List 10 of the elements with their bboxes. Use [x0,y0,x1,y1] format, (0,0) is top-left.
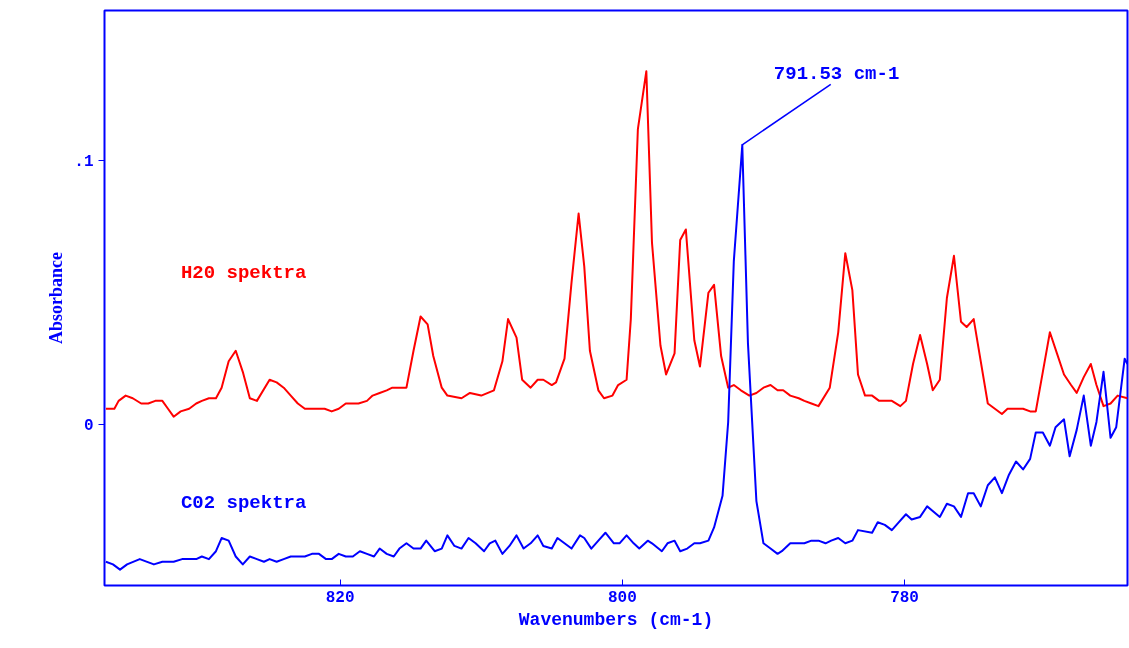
x-tick-label: 780 [890,588,919,607]
x-tick-label: 820 [325,588,355,607]
y-tick-label: 0 [83,417,94,436]
y-axis-title: Absorbance [46,251,67,344]
text: C02 spektra [180,491,307,514]
y-tick-label: .1 [74,153,94,172]
annotation: 791.53 cm-1 [773,63,900,86]
text: H20 spektra [180,261,307,284]
x-axis-title: Wavenumbers (cm-1) [518,609,714,630]
x-tick-label: 800 [607,588,637,607]
